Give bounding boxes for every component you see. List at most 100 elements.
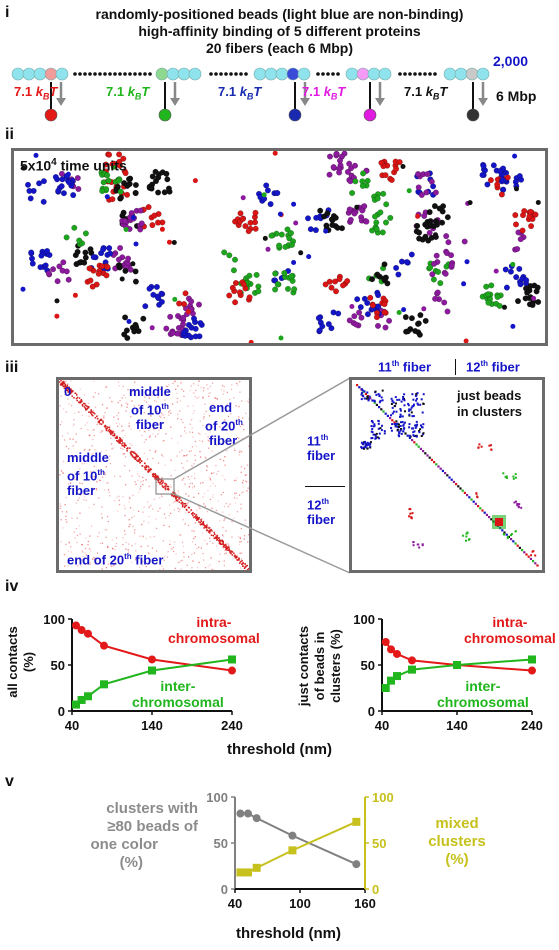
contact-point (133, 405, 135, 407)
diagonal-contact (99, 423, 101, 425)
contact-point (235, 405, 237, 407)
diagonal-contact (183, 502, 185, 505)
contact-point (183, 551, 185, 554)
contact-point (191, 431, 194, 433)
snapshot-bead (416, 331, 423, 338)
contact-point (70, 404, 73, 407)
contact-point (198, 380, 200, 382)
snapshot-bead (40, 198, 47, 205)
diagonal-contact (86, 405, 88, 407)
diagonal-contact (118, 437, 121, 439)
contact-point (80, 565, 82, 567)
diagonal-contact (100, 419, 102, 422)
snapshot-bead (344, 278, 351, 285)
contact-point (149, 449, 151, 451)
zoom-block (409, 408, 412, 411)
contact-point (160, 416, 162, 419)
zoom-contact (475, 492, 478, 495)
contact-point (62, 460, 65, 462)
contact-point (126, 406, 128, 408)
snapshot-bead (432, 189, 439, 196)
contact-map-full-plot (58, 379, 251, 572)
contact-point (160, 494, 163, 496)
diagonal-contact (178, 501, 181, 503)
snapshot-bead (443, 263, 450, 270)
contact-point (67, 561, 69, 564)
snapshot-bead (427, 264, 434, 271)
snapshot-bead (130, 261, 136, 267)
contact-point (84, 404, 86, 406)
contact-point (103, 417, 105, 419)
contact-point (207, 436, 209, 438)
contact-point (244, 523, 247, 525)
contact-point (191, 487, 194, 489)
snapshot-bead (261, 192, 267, 198)
diagonal-contact (157, 481, 160, 483)
contact-point (139, 430, 141, 432)
diagonal-contact (205, 527, 208, 529)
diagonal-contact (108, 426, 111, 429)
diagonal-contact (70, 392, 72, 394)
snapshot-bead (415, 320, 422, 327)
contact-point (94, 563, 97, 565)
diagonal-contact (105, 428, 107, 430)
snapshot-bead (192, 333, 199, 340)
diagonal-contact (244, 563, 246, 565)
zoom-block (383, 432, 386, 435)
diagonal-contact (133, 451, 135, 453)
chain-dot (128, 72, 132, 76)
panel-i-line3: 20 fibers (each 6 Mbp) (205, 40, 354, 56)
contact-point (92, 453, 94, 455)
contact-point (137, 473, 139, 475)
x-tick-label: 40 (65, 718, 79, 733)
zoom-contact (520, 506, 523, 509)
v-left-label: clusters with ≥80 beads of one color (%) (48, 800, 198, 872)
data-point (408, 656, 416, 665)
contact-point (202, 496, 204, 498)
contact-point (159, 415, 161, 417)
snapshot-bead (479, 171, 486, 179)
snapshot-bead (124, 191, 131, 198)
snapshot-bead (383, 201, 390, 208)
contact-point (206, 384, 208, 386)
diagonal-contact (184, 502, 187, 505)
contact-point (242, 486, 245, 488)
energy-value: 7.1 (106, 84, 128, 99)
zoom-diagonal (510, 538, 513, 541)
snapshot-bead (197, 319, 204, 327)
contact-point (180, 568, 182, 570)
contact-point (236, 384, 239, 386)
contact-point (157, 462, 160, 464)
contact-point (77, 489, 79, 491)
data-point (381, 638, 390, 646)
contact-point (146, 458, 149, 460)
snapshot-bead (422, 317, 429, 324)
diagonal-contact (107, 426, 109, 428)
contact-point (190, 419, 192, 421)
fiber12-header-sup: th (480, 359, 489, 368)
diagonal-contact (67, 388, 69, 390)
contact-point (140, 485, 142, 488)
diagonal-contact (178, 496, 181, 499)
snapshot-bead (328, 284, 335, 291)
contact-point (177, 492, 180, 494)
contact-point (187, 511, 189, 513)
contact-point (131, 475, 133, 477)
y-tick-label: 100 (353, 612, 375, 627)
contact-point (203, 493, 206, 495)
chain-dot (118, 72, 122, 76)
contact-point (92, 410, 94, 412)
contact-point (191, 567, 193, 569)
zoom-block (381, 424, 383, 427)
panel-label-v: v (5, 773, 14, 790)
contact-point (65, 380, 67, 382)
snapshot-bead (351, 210, 358, 217)
diagonal-contact (62, 385, 64, 388)
snapshot-bead (90, 254, 97, 261)
diagonal-contact (96, 417, 99, 420)
contact-point (234, 492, 236, 495)
y-tick-label: 50 (51, 658, 65, 673)
contact-point (148, 395, 150, 397)
zoom-contact (534, 554, 537, 557)
snapshot-bead (154, 219, 162, 226)
